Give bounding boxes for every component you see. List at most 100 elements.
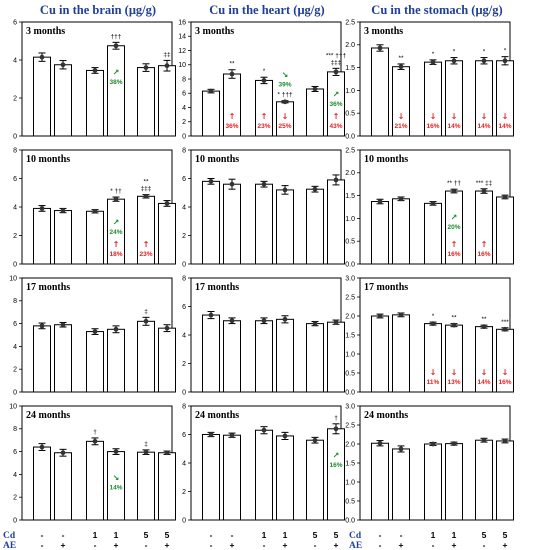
mean-point: [312, 186, 318, 192]
bar: [276, 435, 294, 521]
bar: [54, 452, 72, 521]
title-heart: Cu in the heart (μg/g): [209, 3, 324, 17]
cd-value: -: [400, 530, 403, 540]
bar: [86, 440, 104, 521]
bar: [223, 183, 241, 265]
bar: [306, 88, 324, 137]
mean-point: [333, 177, 339, 183]
cd-value: -: [210, 530, 213, 540]
mean-point: [502, 58, 508, 64]
bar: [276, 318, 294, 393]
mean-point: [164, 201, 170, 206]
percent-change: 23%: [257, 123, 270, 130]
mean-point: [451, 58, 457, 64]
panel-label: 10 months: [26, 154, 70, 165]
mean-point: [229, 318, 235, 324]
arrow-up-icon: ↑: [261, 112, 268, 121]
bar: [158, 202, 176, 265]
significance-mark: *** †††: [326, 52, 347, 59]
percent-change: 14%: [109, 485, 122, 492]
bar: [445, 443, 463, 521]
ae-value: +: [334, 540, 339, 550]
bar: [202, 434, 220, 521]
ae-value: +: [503, 540, 508, 550]
percent-change: 14%: [447, 123, 460, 130]
significance-mark: ‡‡: [163, 51, 171, 58]
significance-mark: †: [334, 415, 338, 422]
percent-change: 16%: [498, 379, 511, 386]
cd-value: -: [231, 530, 234, 540]
mean-point: [282, 316, 288, 322]
arrow-down-icon: ↓: [430, 112, 437, 121]
significance-mark: *: [504, 48, 507, 55]
significance-mark: *: [483, 49, 486, 56]
significance-mark: * ††: [110, 188, 122, 195]
y-tick-label: 6: [182, 91, 186, 98]
panel-7: 0 2 4 6 8 17 months: [182, 275, 345, 396]
y-tick-label: 0.5: [345, 498, 355, 505]
arrow-down-icon: ↓: [282, 112, 289, 121]
mean-point: [208, 88, 214, 94]
mean-point: [143, 193, 149, 199]
panel-label: 17 months: [26, 282, 70, 293]
cd-value: 1: [93, 530, 98, 540]
mean-point: [333, 426, 339, 432]
bar: [202, 90, 220, 137]
bar: [327, 321, 345, 393]
bar: [392, 448, 410, 521]
y-tick-label: 2.5: [345, 19, 355, 26]
title-brain: Cu in the brain (μg/g): [40, 3, 156, 17]
arrow-up-icon: ↑: [113, 240, 120, 249]
y-tick-label: 1.0: [345, 351, 355, 358]
bar: [223, 434, 241, 521]
panel-10: 0 2 4 6 8 24 months † ↗ 16%: [182, 403, 345, 524]
y-tick-label: 10: [9, 403, 17, 410]
bar: [306, 188, 324, 265]
percent-change: 24%: [109, 229, 122, 236]
cd-value: 5: [144, 530, 149, 540]
y-tick-label: 0.5: [345, 111, 355, 118]
y-tick-label: 10: [178, 62, 186, 69]
panel-0: 0 2 4 6 3 months ††† ‡‡ ↗ 38%: [13, 19, 176, 140]
arrow-down-icon: ↓: [451, 368, 458, 377]
panel-5: 0.0 0.5 1.0 1.5 2.0 2.5 10 months ** †† *** ‡‡ ↗ 2…: [345, 147, 514, 268]
cd-value: 5: [313, 530, 318, 540]
mean-point: [481, 188, 487, 194]
mean-point: [60, 62, 66, 68]
y-tick-label: 10: [9, 275, 17, 282]
ae-row-label-right: AE: [349, 541, 362, 550]
arrow-down-icon: ↘: [113, 474, 120, 483]
mean-point: [229, 181, 235, 187]
bar: [54, 64, 72, 137]
mean-point: [39, 206, 45, 211]
significance-mark: ‡: [144, 308, 148, 315]
bar: [158, 65, 176, 137]
y-tick-label: 16: [178, 19, 186, 26]
bar: [424, 443, 442, 521]
mean-point: [481, 58, 487, 64]
significance-mark: **: [451, 315, 457, 322]
mean-point: [333, 319, 339, 325]
bar: [255, 183, 273, 265]
arrow-up-icon: ↑: [229, 112, 236, 121]
percent-change: 13%: [447, 379, 460, 386]
panel-3: 0 2 4 6 8 10 months * †† **‡‡‡ ↗ 24% ↑ 18% ↑ 23%: [13, 147, 176, 268]
mean-point: [430, 59, 436, 65]
bar: [158, 452, 176, 521]
arrow-up-icon: ↑: [481, 240, 488, 249]
percent-change: 36%: [329, 101, 342, 108]
bar: [223, 320, 241, 393]
ae-value: +: [230, 540, 235, 550]
y-tick-label: 2: [13, 95, 17, 102]
bar: [327, 428, 345, 521]
y-tick-label: 2: [182, 119, 186, 126]
y-tick-label: 1.0: [345, 479, 355, 486]
bar: [306, 439, 324, 521]
bar: [475, 439, 493, 521]
y-tick-label: 4: [13, 344, 17, 351]
y-tick-label: 2.0: [345, 42, 355, 49]
cd-row-label-left: Cd: [3, 531, 16, 541]
bar: [137, 451, 155, 521]
y-tick-label: 8: [182, 403, 186, 410]
